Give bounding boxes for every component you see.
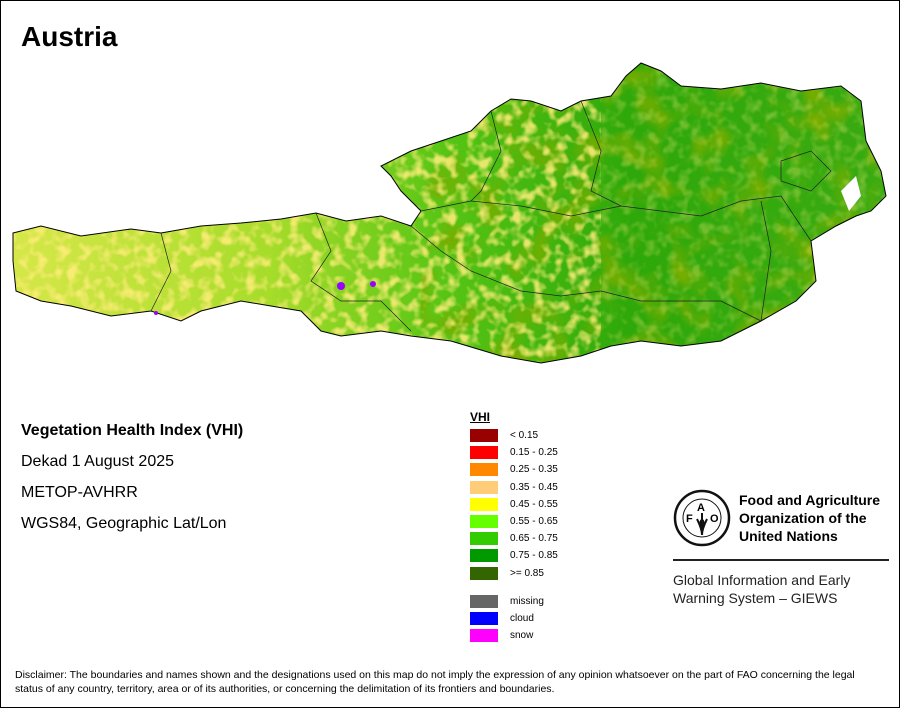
legend-label: 0.15 - 0.25 (510, 447, 558, 459)
legend-item: cloud (470, 610, 558, 627)
index-name: Vegetation Health Index (VHI) (21, 422, 244, 439)
legend-item: < 0.15 (470, 427, 558, 444)
legend-label: 0.45 - 0.55 (510, 498, 558, 510)
fao-giews-logo: F A O Food and Agriculture Organization … (673, 489, 889, 607)
legend-label: 0.75 - 0.85 (510, 550, 558, 562)
legend-item: >= 0.85 (470, 565, 558, 582)
legend-swatch (470, 429, 498, 443)
legend-item: 0.25 - 0.35 (470, 461, 558, 478)
map-title: Austria (21, 21, 118, 52)
legend-swatch (470, 611, 498, 625)
sensor: METOP-AVHRR (21, 484, 138, 501)
legend-swatch (470, 629, 498, 643)
legend-label: 0.55 - 0.65 (510, 516, 558, 528)
logo-divider (673, 559, 889, 561)
legend-item: 0.15 - 0.25 (470, 444, 558, 461)
disclaimer: Disclaimer: The boundaries and names sho… (15, 669, 855, 695)
org-name-line3: United Nations (739, 528, 838, 544)
legend-label: missing (510, 595, 544, 607)
legend-item: snow (470, 627, 558, 644)
org-name-line1: Food and Agriculture (739, 492, 881, 508)
legend-swatch (470, 480, 498, 494)
projection: WGS84, Geographic Lat/Lon (21, 515, 227, 532)
legend-item: missing (470, 593, 558, 610)
legend-label: 0.35 - 0.45 (510, 481, 558, 493)
legend-label: >= 0.85 (510, 567, 544, 579)
system-line2: Warning System – GIEWS (673, 590, 838, 606)
legend-item: 0.75 - 0.85 (470, 547, 558, 564)
legend-swatch (470, 549, 498, 563)
lake-neusiedl (841, 176, 861, 211)
legend-swatch (470, 532, 498, 546)
fao-emblem-icon: F A O (673, 489, 731, 547)
legend-swatch (470, 497, 498, 511)
legend-label: snow (510, 630, 534, 642)
map-info: Vegetation Health Index (VHI) Dekad 1 Au… (21, 415, 243, 539)
legend-swatch (470, 446, 498, 460)
province-boundaries (150, 100, 832, 332)
legend-swatch (470, 515, 498, 529)
legend-item: 0.55 - 0.65 (470, 513, 558, 530)
svg-text:A: A (697, 502, 705, 514)
svg-text:F: F (686, 513, 693, 525)
legend-swatch (470, 594, 498, 608)
org-name-line2: Organization of the (739, 510, 867, 526)
period: Dekad 1 August 2025 (21, 453, 175, 470)
legend-swatch (470, 566, 498, 580)
system-line1: Global Information and Early (673, 572, 851, 588)
legend-title: VHI (470, 410, 491, 424)
legend-item: 0.35 - 0.45 (470, 479, 558, 496)
svg-text:O: O (710, 513, 719, 525)
legend-item: 0.45 - 0.55 (470, 496, 558, 513)
legend-swatch (470, 463, 498, 477)
legend-label: cloud (510, 612, 534, 624)
legend-label: < 0.15 (510, 430, 539, 442)
legend: VHI < 0.15 0.15 - 0.25 0.25 - 0.35 0.35 - 0… (470, 410, 558, 644)
legend-label: 0.65 - 0.75 (510, 533, 558, 545)
snow-cloud-patches (154, 281, 376, 315)
vhi-map-austria (12, 62, 887, 364)
legend-label: 0.25 - 0.35 (510, 464, 558, 476)
legend-item: 0.65 - 0.75 (470, 530, 558, 547)
